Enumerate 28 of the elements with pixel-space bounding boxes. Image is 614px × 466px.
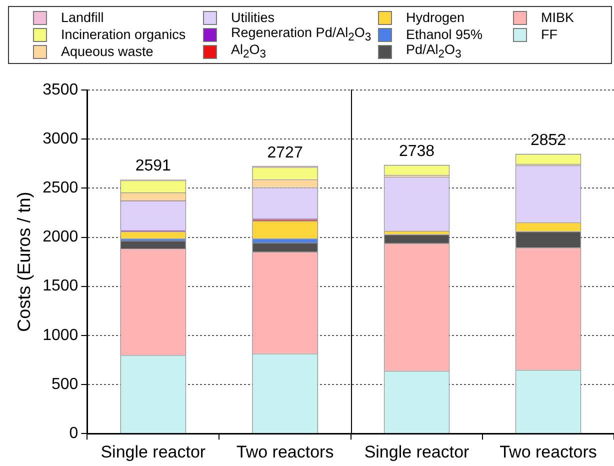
legend-label: Landfill [61, 10, 104, 25]
legend-label: Aqueous waste [61, 44, 154, 59]
legend-label: Incineration organics [61, 27, 186, 42]
y-tick-label: 0 [69, 425, 78, 442]
x-tick-label: Two reactors [236, 442, 334, 462]
total-label: 2591 [135, 158, 172, 175]
total-label: 2852 [530, 132, 566, 150]
x-tick-label: Single reactor [364, 442, 470, 462]
y-tick-label: 2000 [42, 228, 78, 246]
y-tick-label: 1500 [42, 278, 78, 295]
legend-label: Al$_{2}$O$_{3}$ [231, 42, 266, 61]
legend-label: Hydrogen [406, 10, 465, 25]
y-tick-label: 3500 [42, 81, 78, 98]
total-label: 2738 [398, 143, 435, 160]
y-tick-label: 1000 [42, 326, 78, 344]
y-axis-title: Costs (Euros / tn) [14, 192, 34, 332]
y-tick-label: 500 [51, 376, 78, 393]
x-tick-label: Two reactors [500, 442, 597, 462]
legend-label: Regeneration Pd/Al$_{2}$O$_{3}$ [231, 25, 372, 44]
x-tick-label: Single reactor [100, 442, 206, 462]
y-tick-label: 3000 [42, 130, 78, 148]
total-label: 2727 [267, 144, 303, 162]
y-tick-label: 2500 [42, 180, 78, 197]
legend-label: MIBK [541, 10, 574, 25]
legend-label: Utilities [231, 10, 275, 25]
legend-label: Pd/Al$_{2}$O$_{3}$ [406, 42, 462, 61]
legend-label: Ethanol 95% [406, 27, 483, 42]
legend-label: FF [541, 27, 558, 42]
